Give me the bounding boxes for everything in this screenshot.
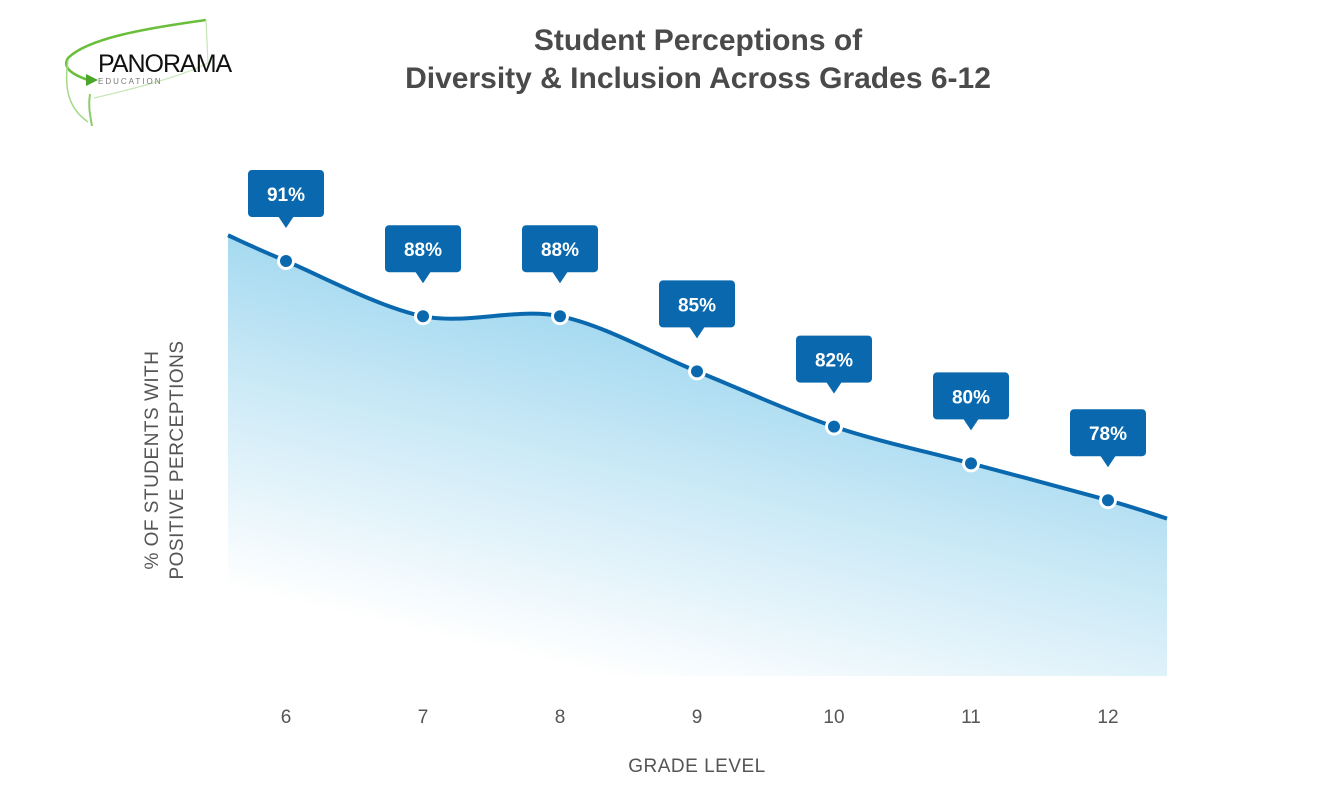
svg-text:EDUCATION: EDUCATION xyxy=(98,77,163,86)
data-label-callout xyxy=(1070,409,1146,457)
data-label-callout xyxy=(933,372,1009,420)
data-label-callout xyxy=(659,280,735,328)
data-label: 91% xyxy=(267,185,305,206)
data-label-pointer xyxy=(415,271,431,284)
data-point xyxy=(1102,494,1114,507)
svg-text:PANORAMA: PANORAMA xyxy=(98,50,233,78)
x-tick-label: 6 xyxy=(281,707,292,728)
chart-title: Student Perceptions of Diversity & Inclu… xyxy=(0,22,1329,98)
data-label-callout xyxy=(522,225,598,273)
x-axis-label: GRADE LEVEL xyxy=(628,756,766,777)
area-fill xyxy=(228,235,1167,677)
data-point xyxy=(280,255,292,267)
data-label: 82% xyxy=(815,351,853,372)
chart-title-line-2: Diversity & Inclusion Across Grades 6-12 xyxy=(405,62,991,95)
data-label-pointer xyxy=(552,271,568,284)
data-label-callout xyxy=(248,170,324,217)
x-tick-label: 8 xyxy=(555,707,566,728)
y-axis-label: % OF STUDENTS WITH POSITIVE PERCEPTIONS xyxy=(140,340,190,579)
data-label: 88% xyxy=(541,240,579,261)
x-tick-label: 11 xyxy=(961,707,981,728)
data-label-pointer xyxy=(689,326,705,339)
data-label: 80% xyxy=(952,387,990,408)
data-label-pointer xyxy=(1100,455,1116,468)
data-label: 88% xyxy=(404,240,442,261)
data-point xyxy=(691,365,703,378)
panorama-logo: PANORAMA EDUCATION xyxy=(58,18,238,133)
data-label: 85% xyxy=(678,295,716,316)
chart-title-line-1: Student Perceptions of xyxy=(533,24,863,57)
x-tick-label: 12 xyxy=(1097,707,1118,728)
data-label-pointer xyxy=(278,216,294,228)
data-point xyxy=(965,457,977,470)
x-tick-label: 10 xyxy=(823,707,844,728)
data-point xyxy=(828,420,840,433)
data-label-pointer xyxy=(826,381,842,394)
x-tick-label: 7 xyxy=(418,707,429,728)
y-axis-label-line-1: % OF STUDENTS WITH xyxy=(142,350,163,570)
data-label: 78% xyxy=(1089,424,1127,445)
data-label-callout xyxy=(385,225,461,273)
y-axis-label-line-2: POSITIVE PERCEPTIONS xyxy=(167,340,188,580)
data-label-pointer xyxy=(963,418,979,431)
data-label-callout xyxy=(796,335,872,383)
x-tick-label: 9 xyxy=(692,707,703,728)
data-point xyxy=(417,310,429,323)
data-point xyxy=(554,310,566,323)
